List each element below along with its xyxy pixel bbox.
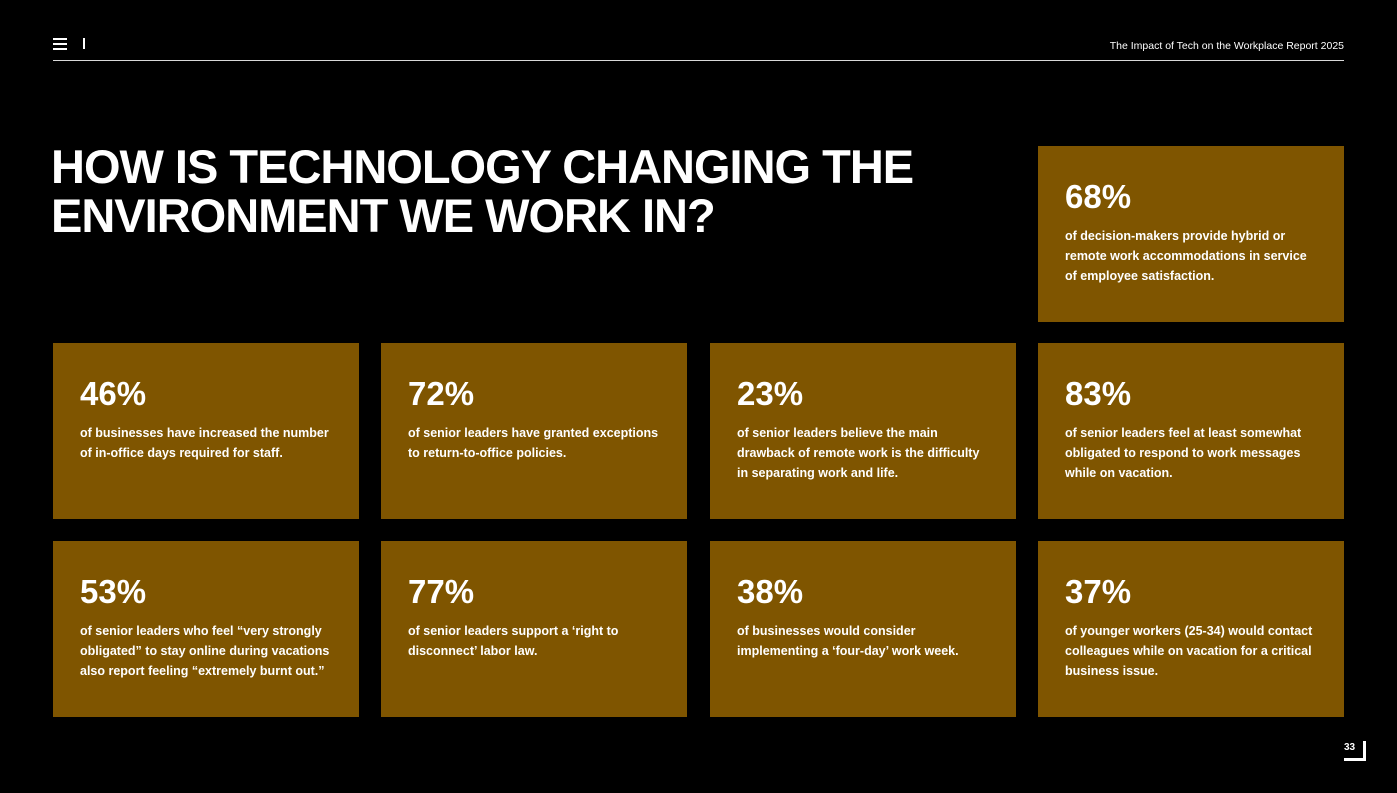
- stat-value: 68%: [1065, 178, 1132, 215]
- stat-description: of senior leaders believe the main drawb…: [737, 426, 980, 480]
- stat-card: 23% of senior leaders believe the main d…: [710, 343, 1016, 519]
- page-number: 33: [1344, 741, 1366, 761]
- stat-description: of senior leaders support a ‘right to di…: [408, 624, 619, 658]
- stat-value: 77%: [408, 573, 475, 610]
- stat-card: 72% of senior leaders have granted excep…: [381, 343, 687, 519]
- stat-value: 46%: [80, 375, 147, 412]
- stat-card: 83% of senior leaders feel at least some…: [1038, 343, 1344, 519]
- stat-value: 38%: [737, 573, 804, 610]
- stat-description: of senior leaders who feel “very strongl…: [80, 624, 330, 678]
- stat-value: 23%: [737, 375, 804, 412]
- stat-card: 68% of decision-makers provide hybrid or…: [1038, 146, 1344, 322]
- stat-card: 38% of businesses would consider impleme…: [710, 541, 1016, 717]
- stat-card: 77% of senior leaders support a ‘right t…: [381, 541, 687, 717]
- stat-card: 53% of senior leaders who feel “very str…: [53, 541, 359, 717]
- stat-value: 83%: [1065, 375, 1132, 412]
- stat-value: 37%: [1065, 573, 1132, 610]
- stat-card: 46% of businesses have increased the num…: [53, 343, 359, 519]
- stat-description: of younger workers (25-34) would contact…: [1065, 624, 1313, 678]
- stat-description: of senior leaders have granted exception…: [408, 426, 659, 460]
- divider-mark: [83, 38, 85, 49]
- stat-card: 37% of younger workers (25-34) would con…: [1038, 541, 1344, 717]
- stat-description: of decision-makers provide hybrid or rem…: [1065, 229, 1307, 283]
- stat-description: of businesses would consider implementin…: [737, 624, 959, 658]
- page-heading: HOW IS TECHNOLOGY CHANGING THE ENVIRONME…: [51, 140, 914, 242]
- stat-description: of businesses have increased the number …: [80, 426, 329, 460]
- stat-value: 53%: [80, 573, 147, 610]
- menu-icon[interactable]: [53, 38, 67, 50]
- top-bar: The Impact of Tech on the Workplace Repo…: [53, 36, 1344, 61]
- stat-description: of senior leaders feel at least somewhat…: [1065, 426, 1302, 480]
- stat-value: 72%: [408, 375, 475, 412]
- report-title: The Impact of Tech on the Workplace Repo…: [1109, 40, 1344, 52]
